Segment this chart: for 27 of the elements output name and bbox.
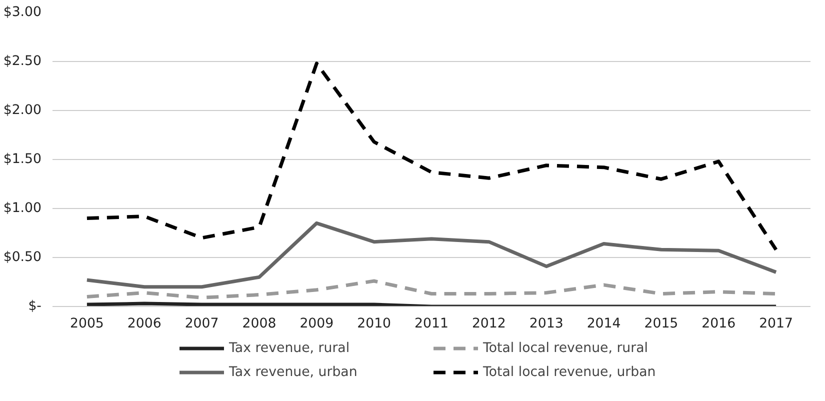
legend-label: Total local revenue, rural [483,340,649,356]
y-tick-label: $1.00 [3,201,42,216]
x-tick-label: 2017 [759,316,794,332]
line-series [85,279,778,300]
y-tick-label: $- [28,299,42,314]
x-tick-label: 2008 [242,316,276,332]
x-tick-label: 2009 [300,316,334,332]
y-tick-label: $0.50 [3,250,42,265]
x-tick-label: 2012 [472,316,506,332]
x-tick-label: 2011 [414,316,448,332]
y-tick-label: $1.50 [3,152,42,167]
x-tick-label: 2007 [184,316,219,332]
line-series [85,62,778,252]
legend-label: Tax revenue, urban [229,364,358,380]
legend-label: Tax revenue, rural [229,340,351,356]
line-series [85,221,778,289]
x-tick-label: 2014 [586,316,621,332]
y-tick-label: $3.00 [3,5,42,20]
x-tick-label: 2013 [529,316,564,332]
x-tick-label: 2005 [70,316,104,332]
x-tick-label: 2015 [644,316,678,332]
x-tick-label: 2006 [127,316,162,332]
x-tick-label: 2016 [702,316,736,332]
x-tick-label: 2010 [357,316,392,332]
y-tick-label: $2.50 [3,54,42,69]
legend-label: Total local revenue, urban [483,364,657,380]
y-tick-label: $2.00 [3,103,42,118]
